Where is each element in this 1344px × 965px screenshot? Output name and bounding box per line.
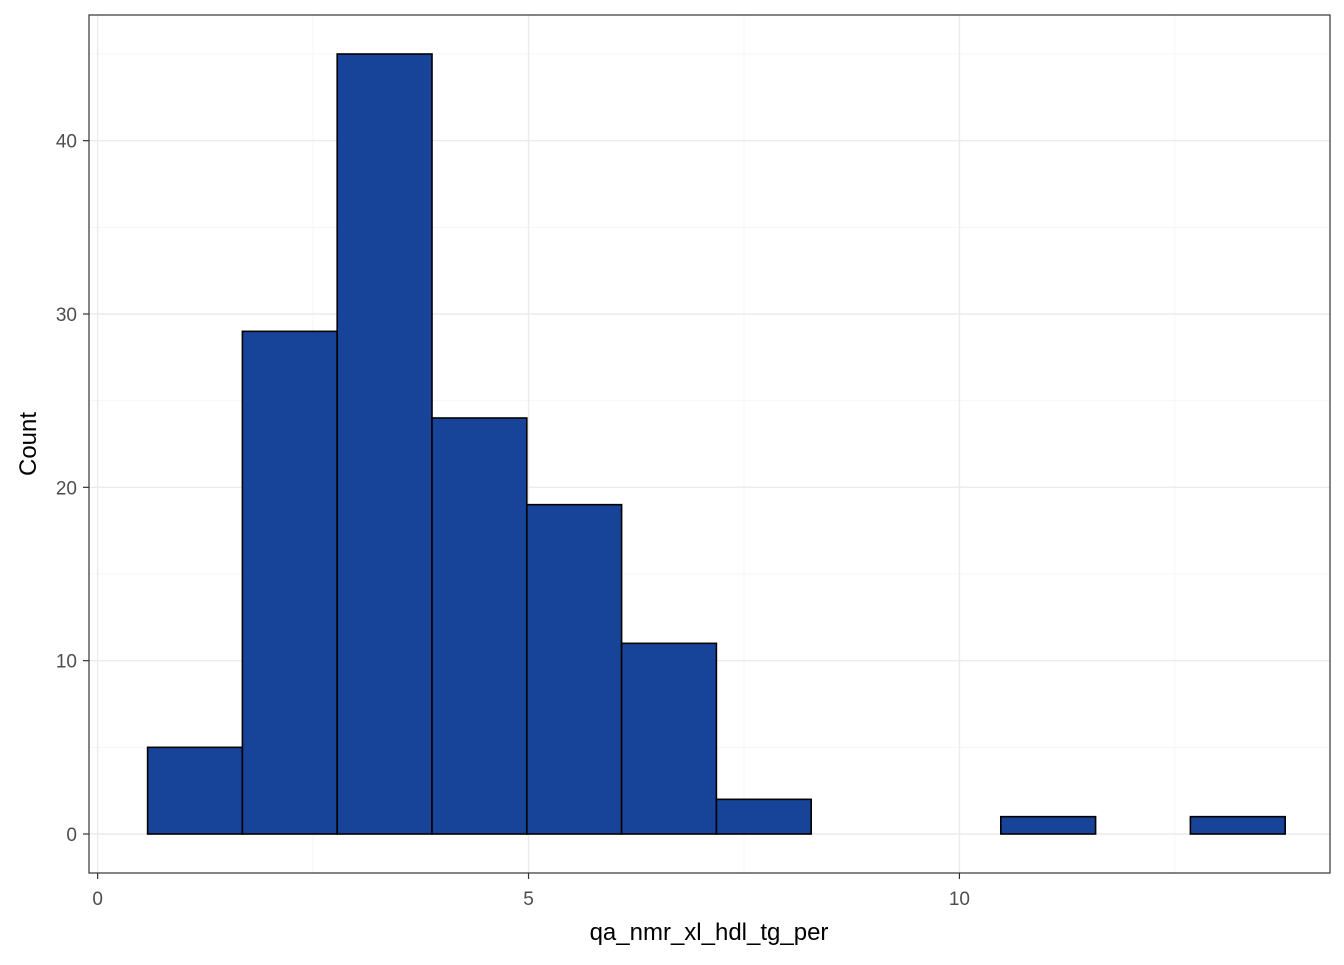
histogram-bar: [999, 815, 1097, 835]
y-tick-label: 30: [56, 305, 77, 326]
x-axis-title: qa_nmr_xl_hdl_tg_per: [590, 919, 829, 946]
x-tick-label: 0: [92, 889, 103, 910]
histogram-bar: [715, 798, 812, 835]
y-tick-label: 20: [56, 478, 77, 499]
y-tick-label: 0: [66, 825, 77, 846]
histogram-bar: [1189, 815, 1286, 835]
x-axis: 0 5 10: [92, 873, 970, 910]
y-tick-label: 40: [56, 132, 77, 153]
x-tick-label: 5: [523, 889, 534, 910]
y-axis-title: Count: [15, 412, 42, 476]
histogram-bar: [146, 746, 244, 835]
x-tick-label: 10: [949, 889, 970, 910]
histogram-bar: [431, 417, 528, 835]
histogram-bar: [620, 642, 718, 835]
histogram-bar: [525, 503, 623, 835]
histogram-bar: [241, 330, 338, 835]
histogram-bars: [146, 53, 1286, 835]
y-axis: 0 10 20 30 40: [56, 132, 89, 846]
y-tick-label: 10: [56, 652, 77, 673]
panel-border: [88, 14, 1331, 874]
histogram-bar: [336, 53, 433, 835]
